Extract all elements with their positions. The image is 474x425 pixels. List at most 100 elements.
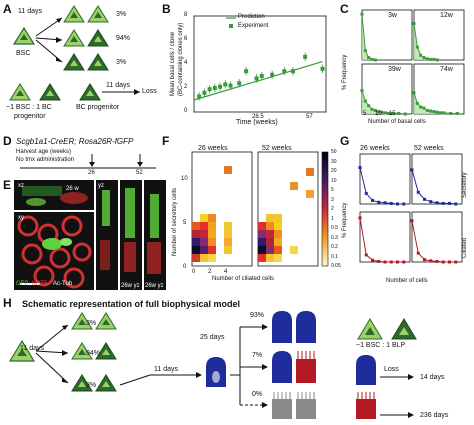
g-data-point	[410, 219, 414, 223]
b-xtick-2: 57	[306, 114, 313, 120]
h-pct-right-3: 0%	[252, 391, 263, 398]
c-data-point	[377, 110, 381, 114]
f-ylabel: Number of secretory cells	[172, 187, 178, 256]
h-time-2: 11 days	[154, 366, 178, 373]
g-data-point	[377, 259, 381, 263]
colorbar-tick: 50	[331, 149, 337, 155]
c-xtick-5: 5	[363, 111, 367, 117]
harvest-timeline	[20, 154, 156, 169]
c-data-point	[435, 58, 439, 62]
c-data-point	[380, 110, 384, 114]
colorbar-tick: 30	[331, 158, 337, 165]
h-days-236: 236 days	[420, 412, 449, 419]
c-data-point	[442, 111, 446, 115]
g-data-point	[416, 251, 420, 255]
g-data-point	[429, 200, 433, 204]
g-data-point	[396, 202, 399, 206]
c-data-point	[412, 91, 416, 95]
progenitor-label: progenitor	[14, 113, 46, 120]
time-label-a2: 11 days	[106, 82, 130, 89]
colorbar-tick: 5	[331, 187, 334, 193]
microscopy-yz	[96, 180, 118, 290]
g-axes-frame	[411, 153, 463, 205]
colorbar-tick: 10	[331, 177, 337, 184]
clone-composition-heatmaps	[191, 151, 329, 267]
c-band	[362, 14, 376, 61]
colorbar-tick: 0.5	[331, 225, 338, 231]
c-data-point	[370, 57, 374, 61]
model-title: Schematic representation of full biophys…	[22, 299, 241, 309]
g-data-point	[383, 260, 387, 264]
harvest-label: Harvest age (weeks)	[16, 149, 72, 155]
f-xlabel: Number of ciliated cells	[212, 276, 275, 282]
c-data-point	[367, 104, 371, 108]
panel-label-g: G	[340, 134, 350, 148]
g-data-point	[358, 166, 362, 170]
label-yz: yz	[98, 183, 104, 189]
microscopy-xy	[14, 212, 94, 290]
f-xtick-2: 2	[208, 269, 212, 275]
h-time-1: 11 days	[20, 345, 44, 352]
lineage-diagram-a	[9, 5, 140, 101]
h-loss: Loss	[384, 366, 399, 373]
stain-gfp: GFP	[16, 281, 29, 287]
basal-cell-distribution-charts	[360, 9, 465, 116]
time-label-a: 11 days	[18, 8, 42, 15]
b-data-point	[197, 94, 202, 99]
colorbar-tick: 0.2	[331, 244, 338, 250]
bc-progenitor-label: BC progenitor	[76, 104, 120, 111]
c-data-point	[360, 12, 364, 16]
c-title-4: 74w	[440, 66, 453, 73]
b-data-point	[223, 82, 228, 87]
b-xlabel: Time (weeks)	[236, 119, 278, 126]
g-title-2: 52 weeks	[414, 145, 444, 152]
b-data-point	[218, 84, 223, 89]
g-data-point	[448, 260, 451, 264]
c-data-point	[435, 110, 439, 114]
c-data-point	[439, 111, 443, 115]
c-data-point	[373, 58, 377, 62]
g-series-line	[411, 169, 456, 205]
b-data-point	[228, 83, 233, 88]
cell-type-distribution-charts	[358, 153, 463, 264]
g-data-point	[448, 201, 451, 205]
b-data-point	[270, 72, 275, 77]
g-data-point	[410, 168, 414, 172]
b-data-point	[212, 86, 217, 90]
pct-a-2: 94%	[116, 35, 131, 42]
g-data-point	[441, 201, 445, 205]
b-data-point	[259, 74, 264, 78]
c-data-point	[397, 111, 401, 115]
b-ytick-0: 0	[184, 108, 188, 114]
genotype-label: Scgb1a1-CreER; Rosa26R-fGFP	[16, 137, 134, 146]
b-ytick-2: 2	[184, 84, 188, 90]
b-data-point	[254, 76, 259, 81]
c-data-point	[455, 111, 459, 115]
f-xtick-4: 4	[224, 269, 228, 275]
c-data-point	[429, 109, 433, 113]
b-legend-marker	[229, 24, 233, 28]
legend-experiment: Experiment	[238, 23, 269, 29]
c-data-point	[415, 45, 419, 49]
c-axes-frame	[361, 9, 413, 61]
g-data-point	[389, 260, 393, 264]
pct-a-1: 3%	[116, 11, 127, 18]
colorbar-tick: 20	[331, 168, 337, 174]
colorbar-tick: 0.05	[331, 263, 341, 269]
colorbar-tick: 3	[331, 196, 334, 203]
panel-label-a: A	[3, 2, 12, 16]
c-band	[362, 90, 406, 114]
g-data-point	[435, 259, 439, 263]
g-axes-frame	[359, 153, 411, 205]
basal-cells-time-chart	[193, 15, 327, 113]
colorbar-tick: 0.1	[331, 253, 338, 260]
b-data-point	[237, 81, 242, 86]
b-data-point	[244, 69, 249, 74]
label-26w-yz-1: 26w yz	[121, 283, 140, 289]
g-xlabel: Number of cells	[386, 278, 428, 284]
label-xz: xz	[18, 183, 24, 189]
g-series-line	[359, 167, 404, 205]
c-xlabel: Number of basal cells	[368, 119, 426, 125]
microscopy-yz-26w-1	[120, 180, 142, 290]
panel-label-c: C	[340, 2, 349, 16]
